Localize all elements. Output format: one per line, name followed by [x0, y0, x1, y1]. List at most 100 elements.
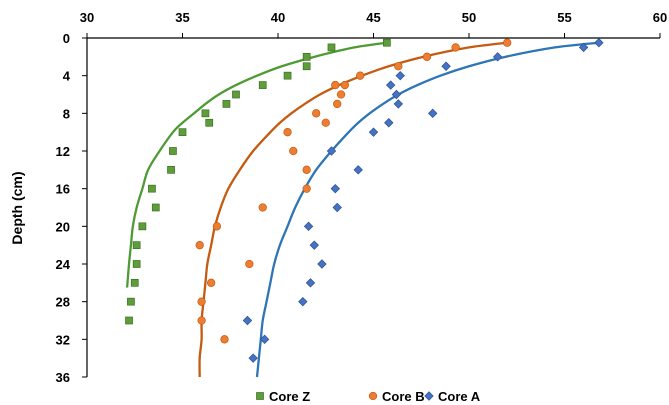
core-z-point: [130, 278, 139, 287]
core-b-legend-marker: [368, 391, 378, 401]
core-b-trend-line: [198, 41, 508, 378]
core-a-point: [594, 38, 604, 48]
core-z-trend-line: [125, 41, 388, 288]
core-z-point: [151, 203, 160, 212]
y-tick-label: 16: [56, 182, 70, 197]
y-tick-label: 28: [56, 295, 70, 310]
data-points: [125, 38, 604, 363]
core-b-legend-label: Core B: [382, 389, 425, 404]
core-a-point: [428, 108, 438, 119]
core-b-point: [394, 62, 403, 71]
core-b-point: [336, 90, 346, 99]
core-z-point: [125, 316, 133, 325]
core-z-point: [327, 43, 336, 52]
core-a-point: [259, 334, 270, 345]
core-b-point: [197, 316, 206, 325]
core-b-point: [321, 118, 330, 127]
core-a-point: [368, 127, 379, 137]
core-b-point: [212, 222, 222, 231]
core-a-point: [242, 315, 253, 326]
x-tick-label: 35: [175, 10, 189, 25]
x-tick-label: 45: [366, 10, 380, 25]
core-z-point: [138, 222, 147, 231]
core-b-point: [197, 297, 206, 306]
y-tick-label: 8: [63, 106, 70, 121]
core-a-point: [391, 89, 402, 100]
core-a-point: [309, 240, 319, 250]
y-tick-label: 4: [63, 69, 71, 84]
core-z-legend-marker: [256, 392, 264, 400]
core-a-point: [303, 221, 314, 232]
tick-labels: 30 35 40 45 50 55 60 0 4 8 12 16 20 24 28 32 36: [56, 10, 668, 385]
core-z-point: [222, 100, 231, 108]
core-a-point: [353, 165, 363, 175]
core-a-point: [393, 99, 404, 109]
core-z-legend-label: Core Z: [269, 389, 310, 404]
core-z-point: [383, 38, 391, 47]
core-z-point: [302, 52, 311, 61]
core-b-point: [245, 259, 254, 269]
y-axis-title: Depth (cm): [9, 171, 25, 244]
y-tick-label: 0: [63, 31, 70, 46]
legend: Core Z Core B Core A: [256, 389, 481, 404]
core-b-point: [289, 146, 298, 156]
core-a-point: [326, 146, 337, 156]
x-tick-label: 50: [462, 10, 476, 25]
core-b-point: [422, 52, 432, 61]
chart-axes: [82, 33, 661, 378]
core-b-point: [195, 241, 204, 250]
core-z-point: [167, 165, 175, 174]
y-tick-label: 20: [56, 219, 70, 234]
core-z-point: [201, 109, 210, 118]
core-z-point: [148, 184, 156, 193]
core-a-legend-label: Core A: [438, 389, 481, 404]
core-b-point: [340, 80, 350, 90]
core-a-point: [298, 296, 308, 307]
y-tick-label: 12: [56, 144, 70, 159]
core-z-point: [127, 297, 135, 306]
core-b-point: [220, 335, 229, 344]
core-z-point: [178, 128, 187, 137]
core-a-point: [385, 80, 396, 90]
core-b-point: [302, 184, 311, 193]
x-tick-label: 40: [271, 10, 285, 25]
y-tick-label: 32: [56, 332, 70, 347]
core-a-trend-line: [255, 41, 600, 378]
core-b-point: [302, 165, 311, 174]
core-b-point: [283, 128, 292, 137]
core-a-point: [492, 52, 503, 62]
core-z-point: [132, 260, 141, 268]
core-b-point: [503, 38, 512, 47]
core-b-point: [451, 43, 460, 52]
x-tick-label: 60: [653, 10, 667, 25]
y-tick-label: 24: [56, 257, 71, 272]
core-z-point: [205, 118, 214, 127]
core-a-point: [332, 202, 342, 213]
core-a-point: [305, 278, 316, 288]
core-z-point: [169, 147, 177, 155]
y-tick-label: 36: [56, 370, 70, 385]
core-b-point: [355, 71, 365, 80]
core-b-point: [331, 80, 340, 90]
x-tick-label: 30: [80, 10, 94, 25]
core-a-legend-marker: [424, 391, 434, 401]
core-z-point: [258, 81, 267, 89]
core-b-point: [333, 99, 342, 109]
core-z-point: [302, 62, 311, 71]
core-z-point: [283, 71, 292, 80]
core-a-point: [578, 42, 589, 53]
core-b-point: [258, 203, 267, 212]
core-a-point: [317, 259, 327, 269]
core-z-point: [232, 90, 240, 99]
core-b-point: [312, 109, 321, 118]
core-z-point: [132, 241, 141, 250]
core-b-point: [206, 278, 216, 287]
core-a-point: [395, 70, 405, 81]
x-tick-label: 55: [557, 10, 571, 25]
core-a-point: [384, 118, 394, 128]
core-a-point: [441, 61, 451, 71]
core-a-point: [330, 183, 340, 194]
trend-lines: [125, 41, 600, 378]
core-a-point: [248, 353, 258, 363]
